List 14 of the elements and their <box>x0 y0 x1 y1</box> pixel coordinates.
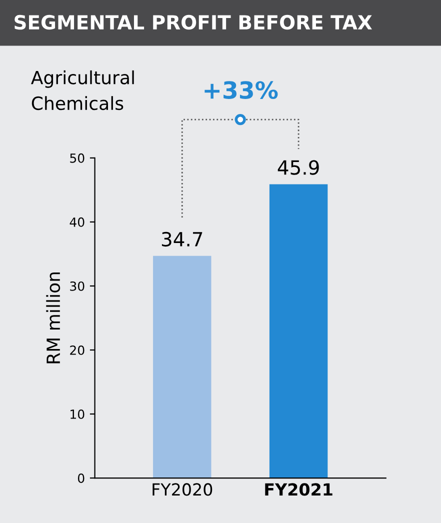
chart-subtitle: Agricultural Chemicals <box>31 70 134 110</box>
data-label: 45.9 <box>278 160 319 175</box>
text: +33% <box>204 81 278 99</box>
y-tick-label: 0 <box>78 473 84 483</box>
x-tick-label: FY2020 <box>152 483 212 496</box>
y-tick-label: 50 <box>70 153 84 163</box>
y-axis-title: RM million <box>46 272 60 364</box>
y-tick-label: 10 <box>70 409 84 419</box>
chart-title: SEGMENTAL PROFIT BEFORE TAX <box>14 14 372 30</box>
y-tick-label: 40 <box>70 217 84 227</box>
y-tick-label: 30 <box>70 281 84 291</box>
x-tick-label: FY2021 <box>265 483 332 496</box>
y-tick-label: 20 <box>70 345 84 355</box>
data-label: 34.7 <box>162 232 202 247</box>
